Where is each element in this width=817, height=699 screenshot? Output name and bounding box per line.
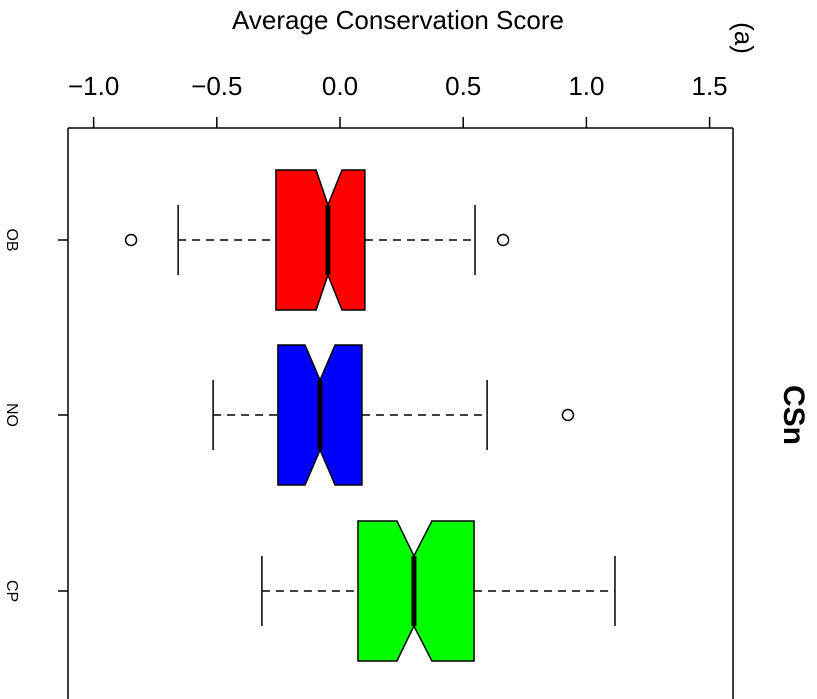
y-tick-label: CP [3, 580, 20, 602]
outlier [496, 233, 510, 247]
x-tick-label: −1.0 [68, 71, 119, 101]
x-tick-label: 1.5 [692, 71, 728, 101]
annotation: (a) [729, 22, 759, 54]
y-tick-label: OB [3, 228, 20, 251]
outlier [124, 233, 138, 247]
outlier [561, 408, 575, 422]
box [275, 169, 366, 311]
x-tick-label: −0.5 [191, 71, 242, 101]
x-tick-label: 0.0 [322, 71, 358, 101]
x-tick-label: 0.5 [445, 71, 481, 101]
x-tick-label: 1.0 [568, 71, 604, 101]
chart-title: Average Conservation Score [232, 5, 564, 35]
y-tick-label: NO [3, 403, 20, 427]
plot-frame [67, 127, 734, 699]
panel-label: CSn [777, 385, 810, 445]
